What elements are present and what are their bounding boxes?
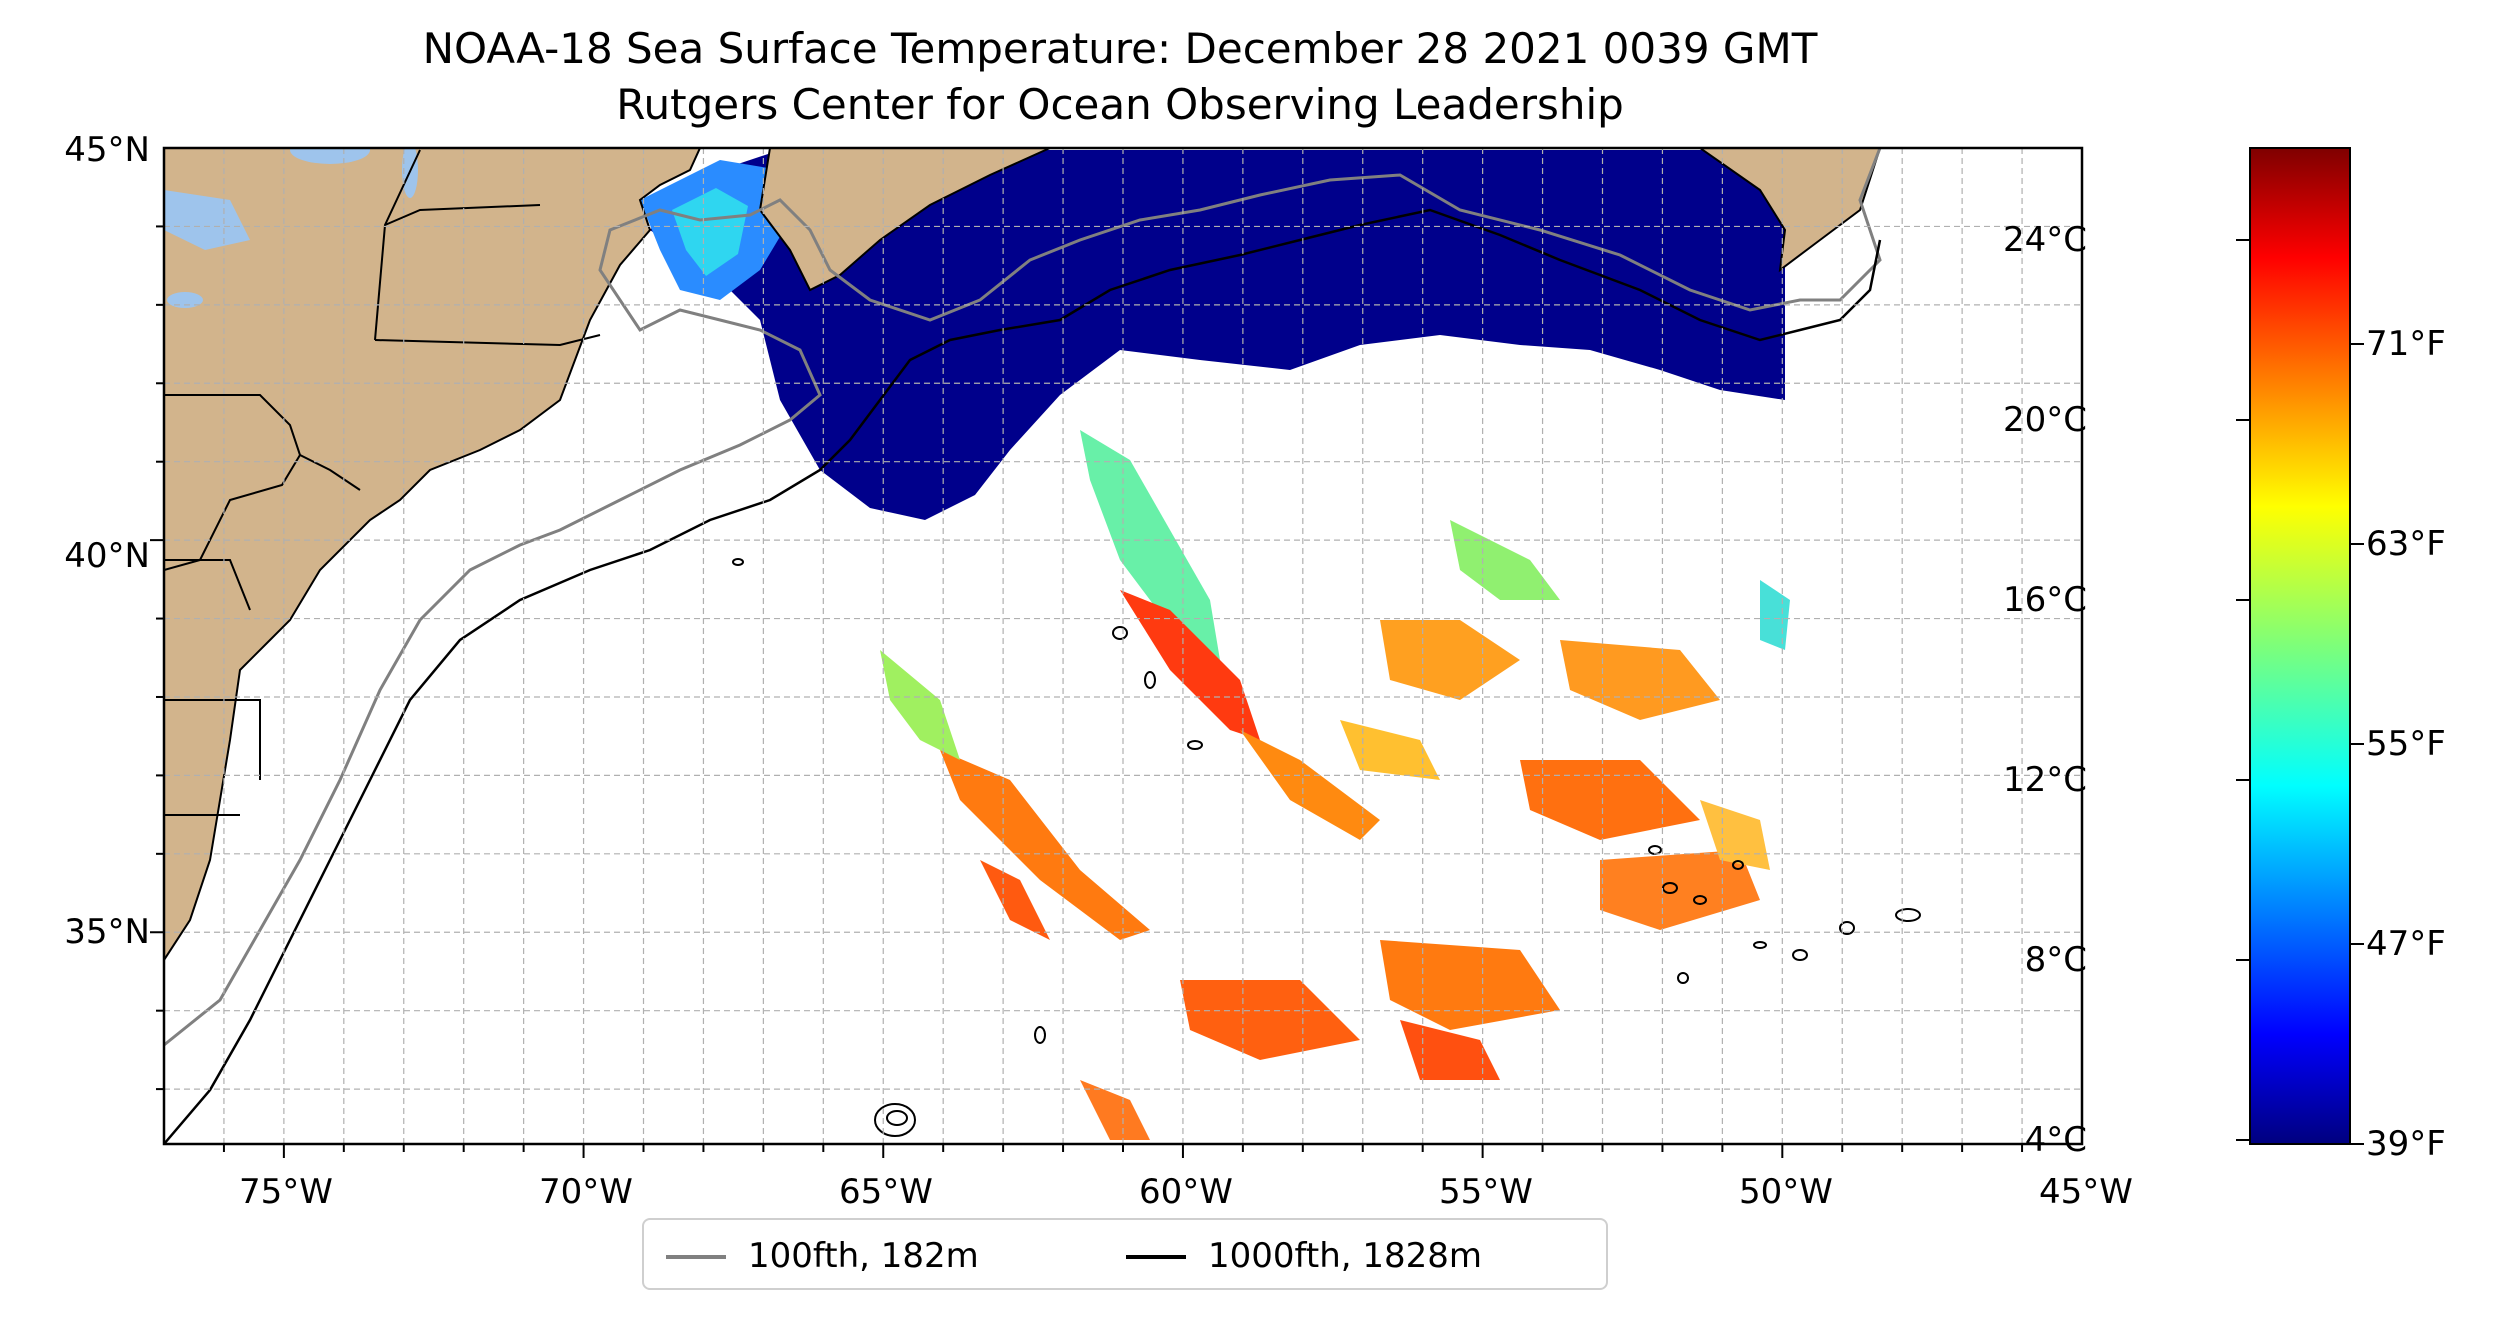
lat-label-40n: 40°N — [64, 536, 150, 576]
colorbar-ticks — [2236, 239, 2364, 1145]
colorbar-label-8c: 8°C — [2024, 940, 2087, 980]
seamount-contours — [732, 558, 1921, 1137]
gulf-of-maine-cyan-patch — [672, 188, 748, 276]
cold-water-sst-region — [650, 150, 1785, 520]
gulf-stream-filament-green — [1080, 430, 1220, 660]
gridlines — [164, 148, 2082, 1144]
legend-label-1000fth: 1000fth, 1828m — [1208, 1236, 1483, 1276]
colorbar-label-16c: 16°C — [2002, 580, 2087, 620]
lat-label-35n: 35°N — [64, 912, 150, 952]
legend-swatch-1000fth — [1126, 1255, 1186, 1259]
map-frame — [162, 146, 2084, 1146]
north-america-land — [164, 148, 702, 962]
legend-swatch-100fth — [666, 1255, 726, 1259]
legend-label-100fth: 100fth, 182m — [748, 1236, 979, 1276]
colorbar-label-24c: 24°C — [2002, 220, 2087, 260]
colorbar-label-4c: 4°C — [2024, 1120, 2087, 1160]
state-boundaries — [164, 149, 601, 816]
lon-label-50w: 50°W — [1739, 1172, 1833, 1212]
map-subtitle: Rutgers Center for Ocean Observing Leade… — [616, 80, 1624, 129]
lon-label-45w: 45°W — [2039, 1172, 2133, 1212]
scattered-warm-sst-patches — [880, 520, 1790, 1140]
lat-label-45n: 45°N — [64, 130, 150, 170]
isobath-1000fth — [164, 208, 1882, 1144]
colorbar-label-20c: 20°C — [2002, 400, 2087, 440]
colorbar-label-71f: 71°F — [2366, 324, 2446, 364]
map-title: NOAA-18 Sea Surface Temperature: Decembe… — [422, 24, 1818, 73]
gulf-stream-filament-orange — [1240, 730, 1380, 840]
lon-label-55w: 55°W — [1439, 1172, 1533, 1212]
colorbar-label-39f: 39°F — [2366, 1124, 2446, 1164]
lon-label-70w: 70°W — [539, 1172, 633, 1212]
colorbar-label-47f: 47°F — [2366, 924, 2446, 964]
gulf-stream-filament-red — [1120, 590, 1260, 740]
legend: 100fth, 182m 1000fth, 1828m — [642, 1218, 1608, 1290]
colorbar-label-12c: 12°C — [2002, 760, 2087, 800]
axis-ticks — [150, 225, 2024, 1158]
nova-scotia-land — [758, 148, 1051, 292]
lon-label-60w: 60°W — [1139, 1172, 1233, 1212]
lon-label-75w: 75°W — [239, 1172, 333, 1212]
isobath-100fth — [164, 148, 1882, 1047]
colorbar-label-55f: 55°F — [2366, 724, 2446, 764]
colorbar — [2249, 147, 2351, 1145]
colorbar-label-63f: 63°F — [2366, 524, 2446, 564]
lon-label-65w: 65°W — [839, 1172, 933, 1212]
